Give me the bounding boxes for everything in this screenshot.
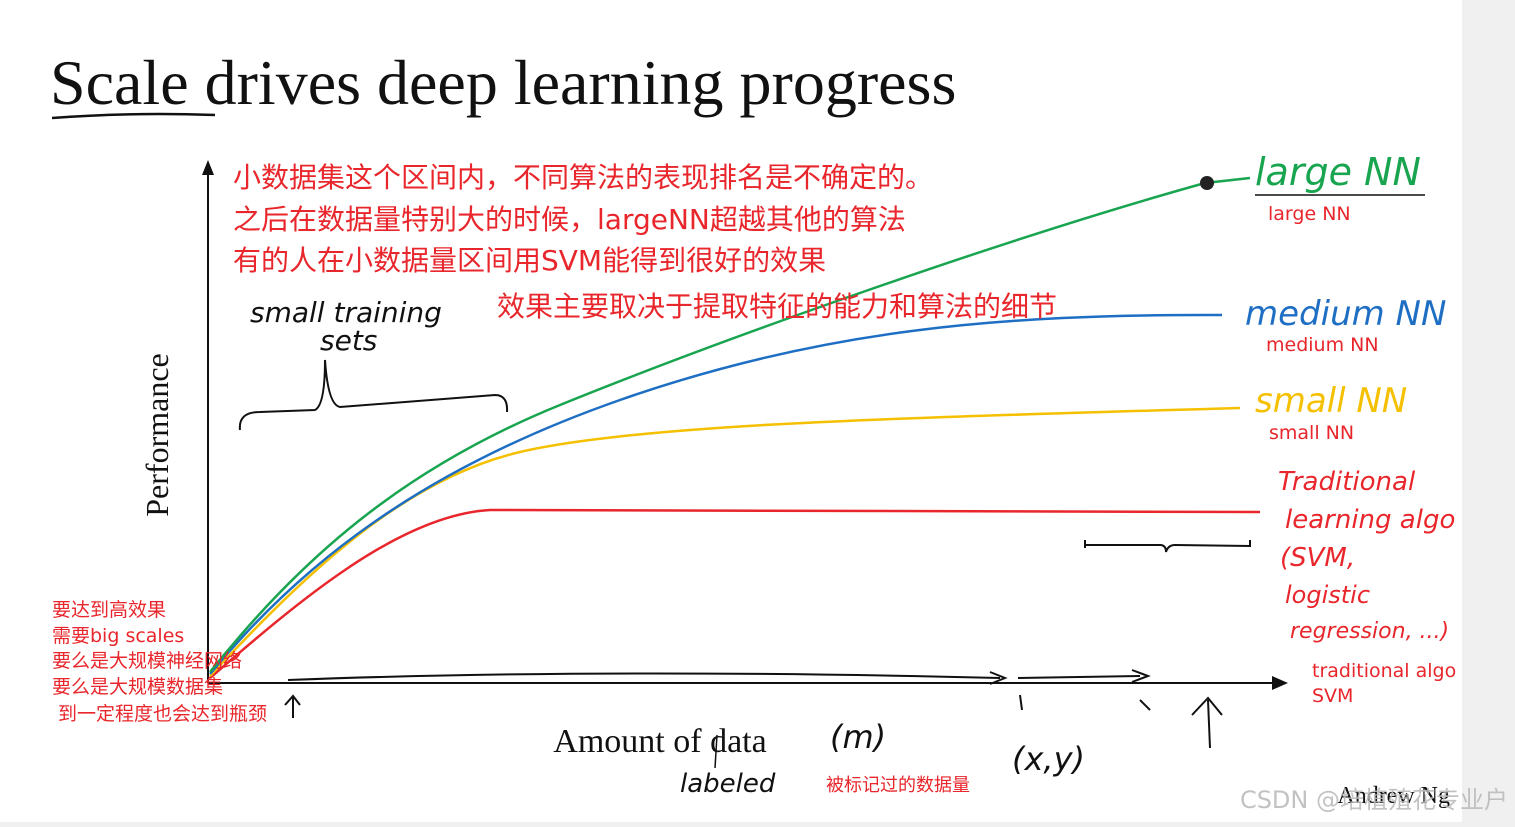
hand-xy: (x,y): [1012, 740, 1085, 778]
brace-small-sets: [238, 359, 509, 431]
note-top: 有的人在小数据量区间用SVM能得到很好的效果: [233, 244, 826, 277]
slide-background: [0, 0, 1462, 822]
curve-end-dot: [1200, 176, 1214, 190]
hand-labeled: labeled: [680, 769, 776, 799]
note-left: 需要big scales: [52, 625, 184, 647]
curve-label: small NN: [1269, 422, 1354, 444]
note-left: 要么是大规模神经网络: [52, 650, 242, 672]
hand-m: (m): [830, 718, 886, 756]
note-left: 要么是大规模数据集: [52, 676, 223, 698]
curve-medium-nn: [209, 313, 1223, 675]
y-axis-arrow: [202, 160, 214, 175]
curve-label: medium NN: [1266, 334, 1379, 356]
x-axis-label: Amount of data: [553, 723, 766, 760]
curve-small-nn: [209, 406, 1241, 677]
hand-small-nn: small NN: [1255, 381, 1407, 421]
curve-large-nn: [209, 176, 1251, 673]
hand-large-nn: large NN: [1255, 150, 1421, 194]
title-underline: [51, 112, 216, 120]
hand-medium-nn: medium NN: [1245, 294, 1446, 334]
note-bottom: 被标记过的数据量: [826, 775, 970, 796]
curve-label: large NN: [1268, 203, 1351, 225]
hand-small-sets: sets: [320, 324, 377, 357]
curve-traditional: [209, 508, 1261, 679]
note-left: 要达到高效果: [52, 599, 166, 621]
note-top: 小数据集这个区间内，不同算法的表现排名是不确定的。: [233, 161, 933, 194]
curve-label: SVM: [1312, 685, 1353, 707]
note-top: 效果主要取决于提取特征的能力和算法的细节: [497, 290, 1057, 323]
brace-large-data: [1084, 540, 1251, 553]
data-arrow: [287, 669, 1151, 685]
slide-title: Scale drives deep learning progress: [50, 47, 956, 118]
hand-small-sets: small training: [250, 296, 442, 329]
hand-traditional: (SVM,: [1280, 543, 1355, 573]
hand-traditional: regression, ...): [1290, 619, 1449, 644]
note-top: 之后在数据量特别大的时候，largeNN超越其他的算法: [233, 203, 906, 236]
y-axis-label: Performance: [139, 353, 175, 516]
hand-traditional: Traditional: [1278, 467, 1416, 497]
hand-traditional: learning algo: [1285, 505, 1455, 535]
author: Andrew Ng: [1337, 783, 1450, 809]
note-left: 到一定程度也会达到瓶颈: [58, 703, 267, 725]
curve-label: traditional algo: [1312, 660, 1456, 682]
watermark: CSDN @培植殖花专业户: [1240, 786, 1508, 814]
hand-arrows: [284, 694, 1223, 749]
x-axis-arrow: [1272, 676, 1288, 690]
hand-labeled-pointer: [714, 734, 718, 769]
hand-traditional: logistic: [1285, 581, 1370, 609]
